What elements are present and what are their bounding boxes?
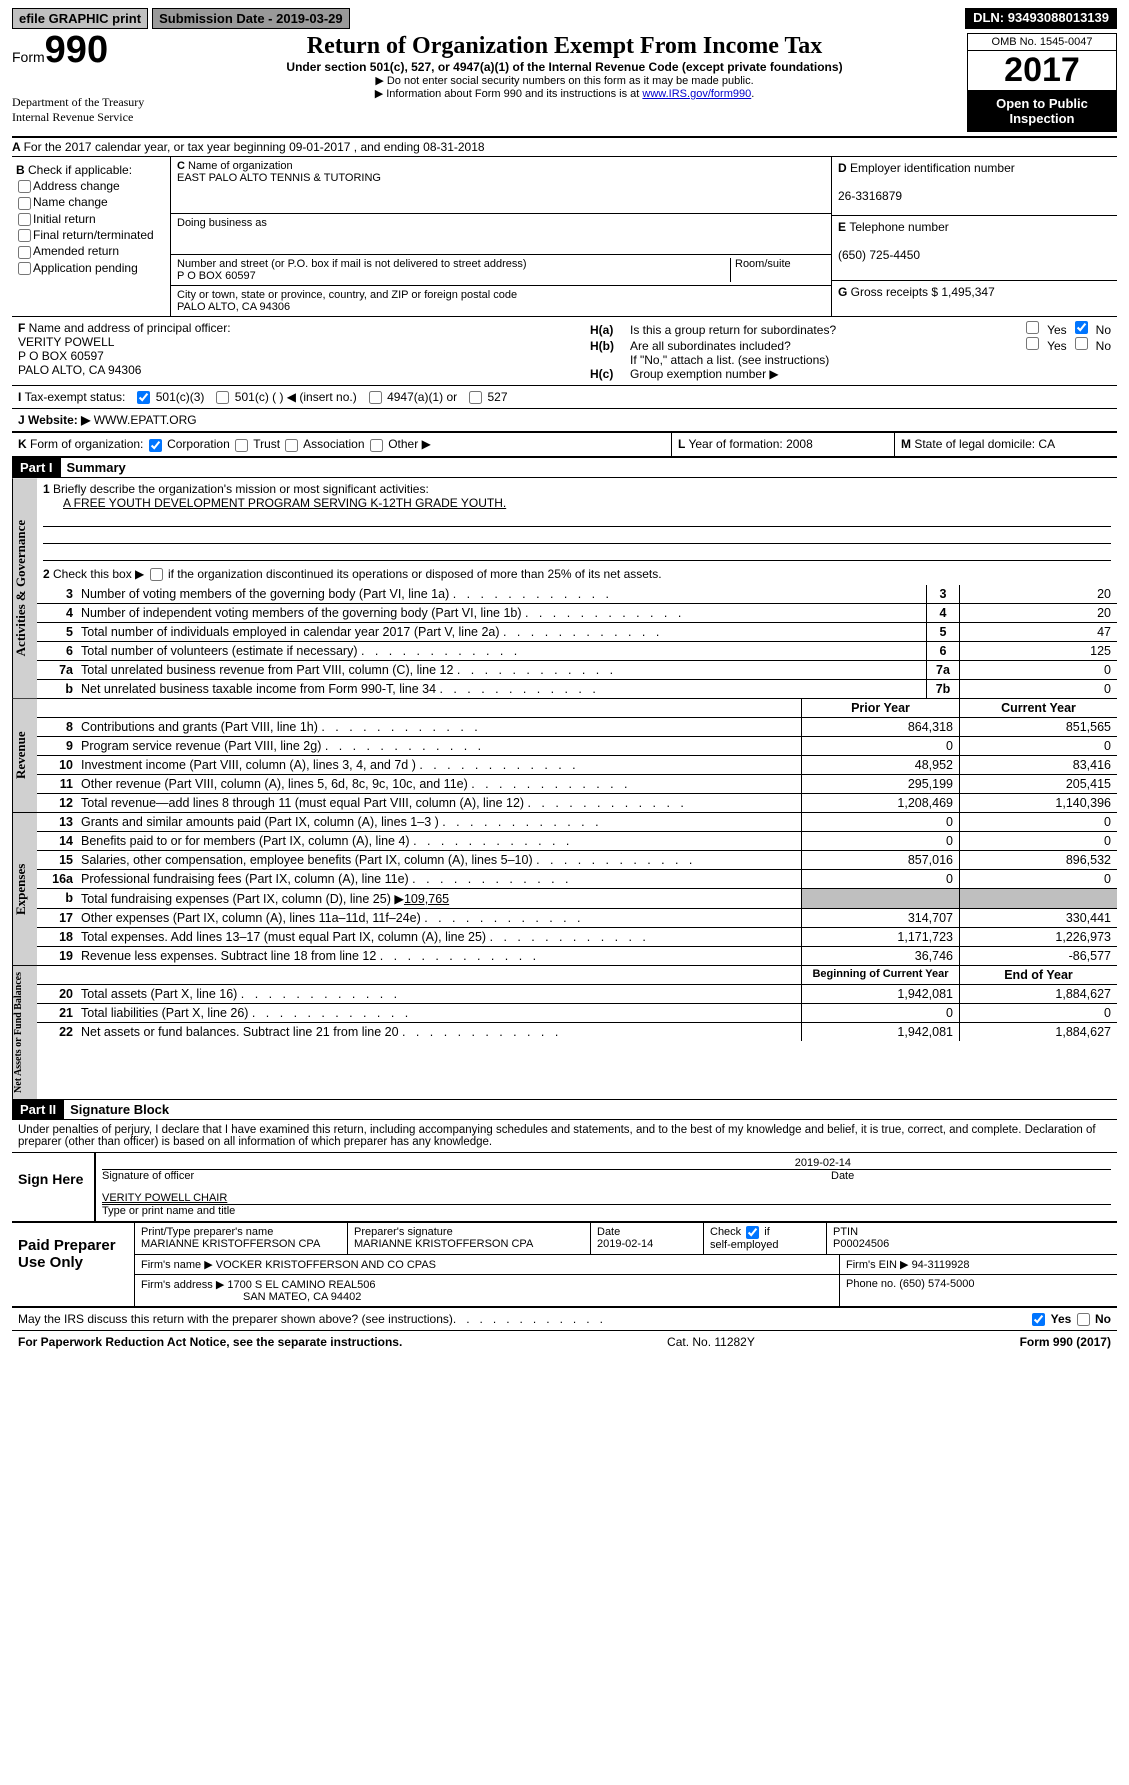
chk-assoc[interactable] bbox=[285, 439, 298, 452]
note-1: ▶ Do not enter social security numbers o… bbox=[170, 74, 959, 87]
chk-ha-no[interactable] bbox=[1075, 321, 1088, 334]
line-17: 17Other expenses (Part IX, column (A), l… bbox=[37, 909, 1117, 928]
note-2: ▶ Information about Form 990 and its ins… bbox=[170, 87, 959, 100]
chk-501c3[interactable] bbox=[137, 391, 150, 404]
section-fh: F Name and address of principal officer:… bbox=[12, 317, 1117, 386]
section-deg: D Employer identification number26-33168… bbox=[831, 157, 1117, 316]
line-20: 20Total assets (Part X, line 16) 1,942,0… bbox=[37, 985, 1117, 1004]
open-inspection: Open to Public Inspection bbox=[967, 90, 1117, 132]
line-9: 9Program service revenue (Part VIII, lin… bbox=[37, 737, 1117, 756]
line-18: 18Total expenses. Add lines 13–17 (must … bbox=[37, 928, 1117, 947]
section-c: C Name of organizationEAST PALO ALTO TEN… bbox=[171, 157, 831, 316]
dept-treasury: Department of the TreasuryInternal Reven… bbox=[12, 95, 162, 125]
tax-year: 2017 bbox=[967, 50, 1117, 90]
line-12: 12Total revenue—add lines 8 through 11 (… bbox=[37, 794, 1117, 812]
form-subtitle: Under section 501(c), 527, or 4947(a)(1)… bbox=[170, 60, 959, 74]
mission: A FREE YOUTH DEVELOPMENT PROGRAM SERVING… bbox=[63, 496, 506, 510]
perjury-decl: Under penalties of perjury, I declare th… bbox=[12, 1120, 1117, 1153]
section-b: B Check if applicable: Address change Na… bbox=[12, 157, 171, 316]
chk-final-return[interactable] bbox=[18, 229, 31, 242]
line-21: 21Total liabilities (Part X, line 26) 00 bbox=[37, 1004, 1117, 1023]
discuss-row: May the IRS discuss this return with the… bbox=[12, 1308, 1117, 1330]
gross-receipts: 1,495,347 bbox=[941, 285, 994, 299]
efile-btn[interactable]: efile GRAPHIC print bbox=[12, 8, 148, 29]
rev-header: Prior YearCurrent Year bbox=[37, 699, 1117, 718]
netassets-section: Net Assets or Fund Balances Beginning of… bbox=[12, 966, 1117, 1100]
city: PALO ALTO, CA 94306 bbox=[177, 301, 290, 313]
revenue-section: Revenue Prior YearCurrent Year 8Contribu… bbox=[12, 699, 1117, 813]
tab-ag: Activities & Governance bbox=[12, 478, 37, 698]
line-8: 8Contributions and grants (Part VIII, li… bbox=[37, 718, 1117, 737]
line-7a: 7aTotal unrelated business revenue from … bbox=[37, 661, 1117, 680]
chk-discontinued[interactable] bbox=[150, 568, 163, 581]
org-name: EAST PALO ALTO TENNIS & TUTORING bbox=[177, 172, 381, 184]
form-header: Form990 Department of the TreasuryIntern… bbox=[12, 33, 1117, 138]
irs-link[interactable]: www.IRS.gov/form990 bbox=[642, 88, 751, 100]
chk-hb-no[interactable] bbox=[1075, 337, 1088, 350]
chk-discuss-no[interactable] bbox=[1077, 1313, 1090, 1326]
line-14: 14Benefits paid to or for members (Part … bbox=[37, 832, 1117, 851]
chk-address-change[interactable] bbox=[18, 180, 31, 193]
omb-number: OMB No. 1545-0047 bbox=[967, 33, 1117, 50]
tab-exp: Expenses bbox=[12, 813, 37, 965]
line-b: bNet unrelated business taxable income f… bbox=[37, 680, 1117, 698]
chk-ha-yes[interactable] bbox=[1026, 321, 1039, 334]
chk-corp[interactable] bbox=[149, 439, 162, 452]
line-11: 11Other revenue (Part VIII, column (A), … bbox=[37, 775, 1117, 794]
chk-name-change[interactable] bbox=[18, 197, 31, 210]
line-15: 15Salaries, other compensation, employee… bbox=[37, 851, 1117, 870]
section-bcde: B Check if applicable: Address change Na… bbox=[12, 157, 1117, 317]
paid-preparer: Paid Preparer Use Only Print/Type prepar… bbox=[12, 1223, 1117, 1308]
section-a: A For the 2017 calendar year, or tax yea… bbox=[12, 138, 1117, 157]
chk-4947[interactable] bbox=[369, 391, 382, 404]
part1-header: Part ISummary bbox=[12, 458, 1117, 478]
line-16a: 16aProfessional fundraising fees (Part I… bbox=[37, 870, 1117, 889]
part2-header: Part IISignature Block bbox=[12, 1100, 1117, 1120]
line-10: 10Investment income (Part VIII, column (… bbox=[37, 756, 1117, 775]
na-header: Beginning of Current YearEnd of Year bbox=[37, 966, 1117, 985]
phone: (650) 725-4450 bbox=[838, 248, 920, 262]
chk-527[interactable] bbox=[469, 391, 482, 404]
section-h: H(a)Is this a group return for subordina… bbox=[584, 317, 1117, 385]
footer: For Paperwork Reduction Act Notice, see … bbox=[12, 1330, 1117, 1353]
ein: 26-3316879 bbox=[838, 189, 902, 203]
website: WWW.EPATT.ORG bbox=[94, 413, 197, 427]
line-13: 13Grants and similar amounts paid (Part … bbox=[37, 813, 1117, 832]
chk-501c[interactable] bbox=[216, 391, 229, 404]
line-6: 6Total number of volunteers (estimate if… bbox=[37, 642, 1117, 661]
submission-btn[interactable]: Submission Date - 2019-03-29 bbox=[152, 8, 350, 29]
line-b: bTotal fundraising expenses (Part IX, co… bbox=[37, 889, 1117, 909]
chk-self-employed[interactable] bbox=[746, 1226, 759, 1239]
expenses-section: Expenses 13Grants and similar amounts pa… bbox=[12, 813, 1117, 966]
form-word: Form bbox=[12, 49, 45, 65]
chk-other[interactable] bbox=[370, 439, 383, 452]
sign-here: Sign Here 2019-02-14 Signature of office… bbox=[12, 1153, 1117, 1223]
section-f: F Name and address of principal officer:… bbox=[12, 317, 584, 385]
section-i: I Tax-exempt status: 501(c)(3) 501(c) ( … bbox=[12, 386, 1117, 409]
activities-governance: Activities & Governance 1 Briefly descri… bbox=[12, 478, 1117, 699]
line-19: 19Revenue less expenses. Subtract line 1… bbox=[37, 947, 1117, 965]
tab-na: Net Assets or Fund Balances bbox=[12, 966, 37, 1099]
top-bar: efile GRAPHIC print Submission Date - 20… bbox=[12, 8, 1117, 29]
chk-initial-return[interactable] bbox=[18, 213, 31, 226]
chk-trust[interactable] bbox=[235, 439, 248, 452]
dln-box: DLN: 93493088013139 bbox=[965, 8, 1117, 29]
chk-app-pending[interactable] bbox=[18, 262, 31, 275]
tab-rev: Revenue bbox=[12, 699, 37, 812]
chk-amended[interactable] bbox=[18, 246, 31, 259]
line-22: 22Net assets or fund balances. Subtract … bbox=[37, 1023, 1117, 1041]
section-klm: K Form of organization: Corporation Trus… bbox=[12, 433, 1117, 457]
line-5: 5Total number of individuals employed in… bbox=[37, 623, 1117, 642]
street: P O BOX 60597 bbox=[177, 270, 256, 282]
form-number: 990 bbox=[45, 29, 108, 71]
line-3: 3Number of voting members of the governi… bbox=[37, 585, 1117, 604]
section-j: J Website: ▶ WWW.EPATT.ORG bbox=[12, 409, 1117, 433]
line-4: 4Number of independent voting members of… bbox=[37, 604, 1117, 623]
form-title: Return of Organization Exempt From Incom… bbox=[170, 33, 959, 60]
chk-discuss-yes[interactable] bbox=[1032, 1313, 1045, 1326]
chk-hb-yes[interactable] bbox=[1026, 337, 1039, 350]
